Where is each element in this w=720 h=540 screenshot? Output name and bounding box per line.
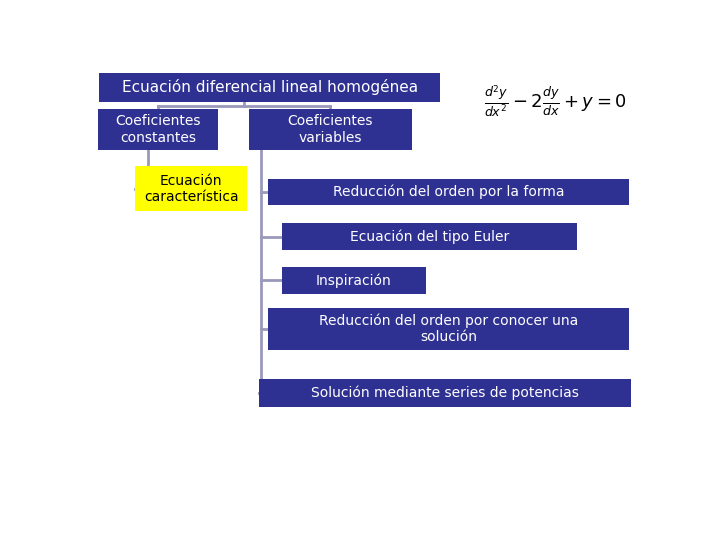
Text: Ecuación
característica: Ecuación característica [144,174,238,204]
Text: Reducción del orden por la forma: Reducción del orden por la forma [333,185,564,199]
FancyBboxPatch shape [282,224,577,249]
FancyBboxPatch shape [259,379,631,407]
FancyBboxPatch shape [249,110,412,150]
FancyBboxPatch shape [99,72,441,102]
Text: Coeficientes
variables: Coeficientes variables [287,114,373,145]
FancyBboxPatch shape [135,166,248,211]
FancyBboxPatch shape [269,179,629,205]
Text: Coeficientes
constantes: Coeficientes constantes [115,114,201,145]
Text: Reducción del orden por conocer una
solución: Reducción del orden por conocer una solu… [319,314,578,345]
Text: Solución mediante series de potencias: Solución mediante series de potencias [311,386,579,400]
FancyBboxPatch shape [98,110,218,150]
FancyBboxPatch shape [269,308,629,350]
FancyBboxPatch shape [282,267,426,294]
Text: $\frac{d^2y}{dx^2} - 2\frac{dy}{dx} + y = 0$: $\frac{d^2y}{dx^2} - 2\frac{dy}{dx} + y … [484,84,626,120]
Text: Ecuación diferencial lineal homogénea: Ecuación diferencial lineal homogénea [122,79,418,95]
Text: Ecuación del tipo Euler: Ecuación del tipo Euler [350,230,509,244]
Text: Inspiración: Inspiración [316,273,392,288]
